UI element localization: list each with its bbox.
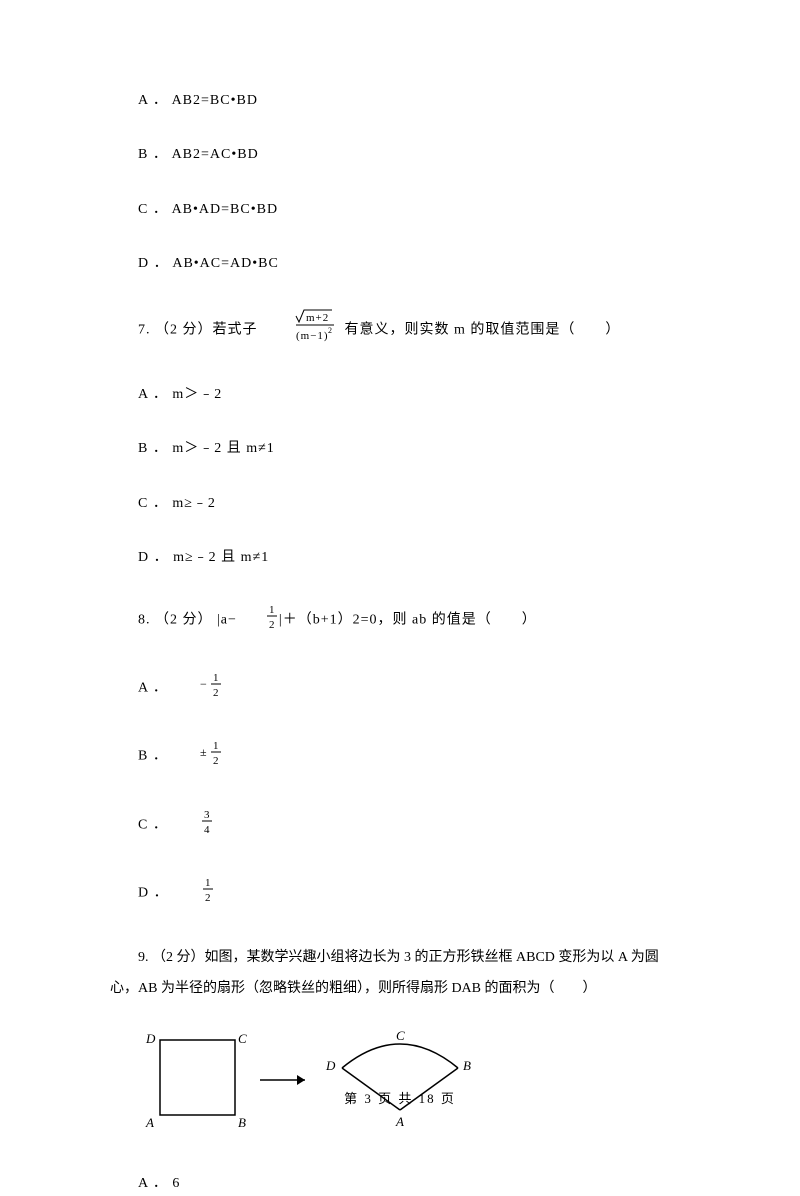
q8-d-prefix: D ．	[138, 886, 173, 901]
svg-text:1: 1	[213, 672, 220, 684]
q7-formula: m+2 (m−1) 2	[262, 308, 340, 352]
q8-b-prefix: B ．	[138, 749, 172, 764]
q8-b-fraction: ± 1 2	[172, 738, 224, 774]
svg-text:2: 2	[213, 687, 220, 698]
svg-text:A: A	[145, 1115, 154, 1130]
svg-text:D: D	[325, 1058, 336, 1073]
q9-line2: 心，AB 为半径的扇形（忽略铁丝的粗细），则所得扇形 DAB 的面积为（ ）	[110, 974, 690, 1005]
q8-option-a: A ． − 1 2	[110, 670, 690, 706]
q7-suffix: 有意义，则实数 m 的取值范围是（ ）	[345, 322, 621, 337]
svg-text:m+2: m+2	[306, 312, 329, 324]
q8-a-prefix: A ．	[138, 680, 172, 695]
q8-option-d: D ． 1 2	[110, 875, 690, 911]
svg-text:−: −	[200, 677, 208, 691]
svg-text:2: 2	[269, 619, 276, 630]
question-9: 9. （2 分）如图，某数学兴趣小组将边长为 3 的正方形铁丝框 ABCD 变形…	[110, 943, 690, 1005]
page-footer: 第 3 页 共 18 页	[0, 1089, 800, 1110]
svg-text:B: B	[463, 1058, 471, 1073]
svg-text:1: 1	[213, 740, 220, 752]
svg-text:1: 1	[205, 877, 212, 889]
svg-text:4: 4	[204, 824, 211, 835]
svg-text:D: D	[145, 1031, 156, 1046]
q7-option-c: C ． m≥﹣2	[110, 493, 690, 515]
svg-text:2: 2	[328, 326, 333, 335]
q7-prefix: 7. （2 分）若式子	[138, 322, 258, 337]
option-a: A ． AB2=BC•BD	[110, 90, 690, 112]
q7-option-b: B ． m＞﹣2 且 m≠1	[110, 438, 690, 460]
svg-text:C: C	[238, 1031, 247, 1046]
svg-text:2: 2	[205, 892, 212, 903]
svg-text:1: 1	[269, 604, 276, 616]
q8-c-fraction: 3 4	[172, 807, 214, 843]
svg-text:3: 3	[204, 809, 211, 821]
q8-d-fraction: 1 2	[173, 875, 215, 911]
option-c: C ． AB•AD=BC•BD	[110, 199, 690, 221]
q9-diagram: D C A B C D B A	[140, 1025, 690, 1143]
q9-line1: 9. （2 分）如图，某数学兴趣小组将边长为 3 的正方形铁丝框 ABCD 变形…	[110, 943, 690, 974]
question-8: 8. （2 分） |a− 1 2 |＋（b+1）2=0，则 ab 的值是（ ）	[110, 602, 690, 638]
option-b: B ． AB2=AC•BD	[110, 144, 690, 166]
q8-half-fraction: 1 2	[237, 602, 279, 638]
question-7: 7. （2 分）若式子 m+2 (m−1) 2 有意义，则实数 m 的取值范围是…	[110, 308, 690, 352]
svg-text:B: B	[238, 1115, 246, 1130]
q7-option-d: D ． m≥﹣2 且 m≠1	[110, 547, 690, 569]
q8-a-fraction: − 1 2	[172, 670, 224, 706]
q8-prefix: 8. （2 分） |a−	[138, 612, 237, 627]
q8-mid: |＋（b+1）2=0，则 ab 的值是（ ）	[279, 612, 537, 627]
option-d: D ． AB•AC=AD•BC	[110, 253, 690, 275]
svg-text:C: C	[396, 1028, 405, 1043]
svg-text:(m−1): (m−1)	[296, 330, 329, 342]
q8-option-b: B ． ± 1 2	[110, 738, 690, 774]
q9-option-a: A ． 6	[110, 1173, 690, 1195]
svg-text:2: 2	[213, 755, 220, 766]
q8-option-c: C ． 3 4	[110, 807, 690, 843]
svg-text:A: A	[395, 1114, 404, 1129]
svg-text:±: ±	[200, 745, 208, 759]
q7-option-a: A ． m＞﹣2	[110, 384, 690, 406]
q8-c-prefix: C ．	[138, 817, 172, 832]
